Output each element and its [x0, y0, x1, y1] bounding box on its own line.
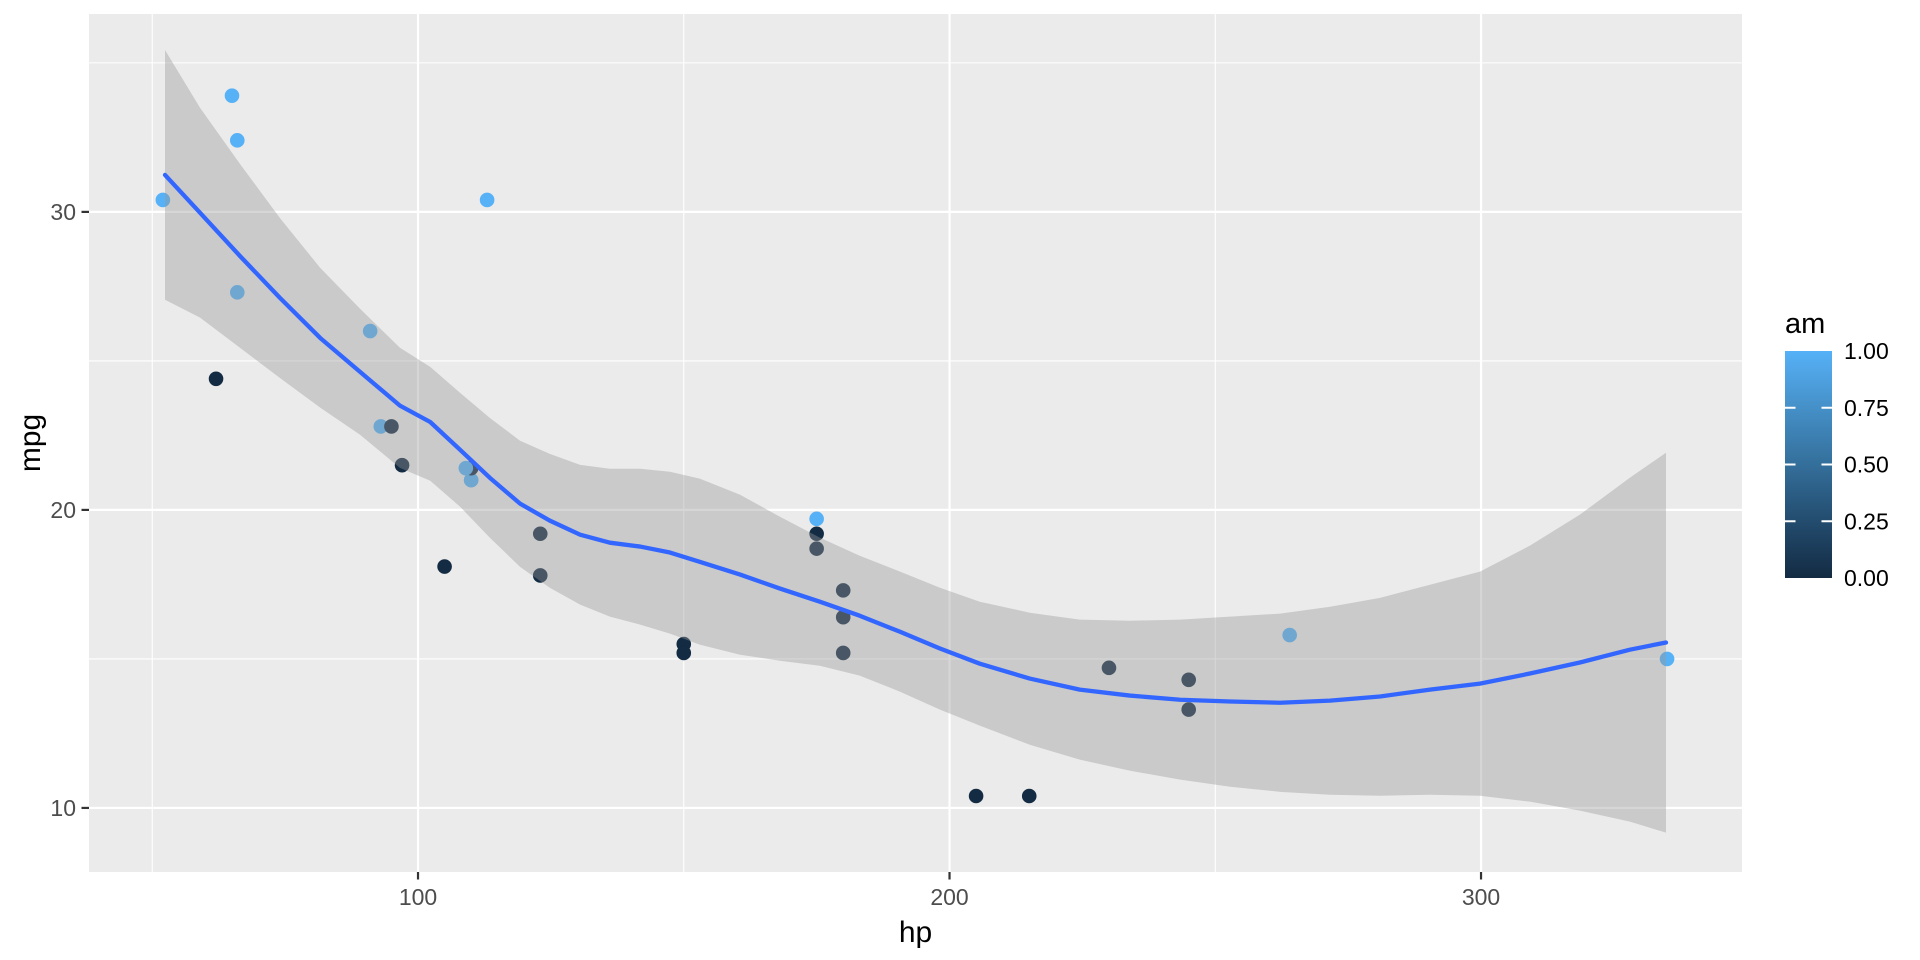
legend-tick-label: 0.75	[1844, 395, 1889, 421]
x-tick-label: 300	[1462, 884, 1500, 910]
y-tick-label: 30	[50, 199, 76, 225]
legend-title: am	[1785, 308, 1825, 340]
axis-ticks	[81, 210, 1483, 880]
legend-colorbar-ticks	[1785, 406, 1832, 523]
confidence-ribbon	[165, 50, 1666, 833]
data-point	[362, 323, 378, 339]
data-point	[229, 133, 245, 148]
data-point	[809, 511, 824, 527]
data-point	[835, 609, 851, 625]
data-point	[229, 285, 245, 300]
data-point	[479, 192, 495, 208]
data-points	[155, 88, 1675, 804]
y-tick-label: 20	[50, 497, 76, 523]
data-point	[968, 788, 984, 804]
legend-tick-label: 0.25	[1844, 508, 1889, 534]
data-point	[1101, 660, 1117, 676]
data-point	[835, 583, 851, 598]
data-point	[835, 645, 851, 661]
data-point	[208, 371, 224, 387]
data-point	[1282, 627, 1297, 643]
data-point	[676, 645, 692, 661]
data-point	[532, 526, 548, 542]
data-point	[1181, 702, 1196, 717]
legend-tick-label: 0.50	[1844, 452, 1889, 478]
y-tick-label: 10	[50, 795, 76, 821]
data-point	[532, 568, 548, 583]
data-point	[809, 541, 824, 556]
legend-tick-label: 1.00	[1844, 338, 1889, 364]
data-point	[809, 526, 824, 542]
x-axis-title: hp	[899, 916, 932, 949]
data-point	[1181, 672, 1196, 688]
legend-tick-label: 0.00	[1844, 565, 1889, 591]
data-point	[1021, 788, 1037, 804]
data-point	[458, 460, 474, 476]
data-point	[437, 559, 452, 574]
data-point	[384, 419, 399, 434]
data-point	[373, 419, 389, 434]
data-point	[394, 457, 410, 473]
x-tick-label: 100	[399, 884, 437, 910]
data-point	[463, 472, 479, 488]
data-point	[224, 88, 240, 103]
data-point	[1659, 651, 1675, 667]
gridlines	[89, 14, 1742, 872]
x-tick-label: 200	[930, 884, 968, 910]
plot-panel	[89, 14, 1742, 872]
y-axis-title: mpg	[14, 414, 47, 472]
smooth-line	[162, 172, 1669, 705]
data-point	[155, 192, 171, 208]
